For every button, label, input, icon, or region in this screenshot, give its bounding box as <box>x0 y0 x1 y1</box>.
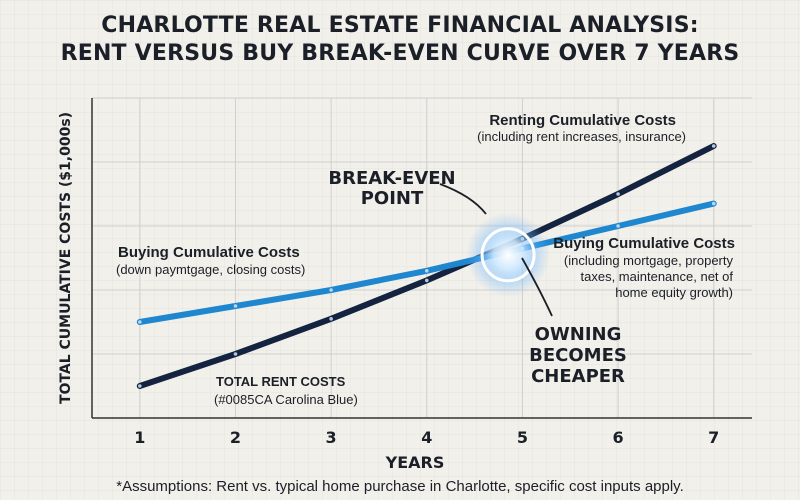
data-point <box>616 192 620 196</box>
data-point <box>424 269 429 273</box>
buying-right-sub1: (including mortgage, property <box>564 253 734 268</box>
break-even-title-2: POINT <box>361 188 424 209</box>
data-point <box>233 304 238 308</box>
axes <box>91 98 752 419</box>
total-rent-sub: (#0085CA Carolina Blue) <box>214 392 358 407</box>
owning-cheaper-3: CHEAPER <box>531 366 625 387</box>
renting-label: Renting Cumulative Costs <box>489 112 676 129</box>
data-point <box>424 278 429 283</box>
chart-title: CHARLOTTE REAL ESTATE FINANCIAL ANALYSIS… <box>0 12 800 68</box>
x-tick-label: 5 <box>517 428 528 447</box>
x-tick-label: 6 <box>613 428 624 447</box>
buying-right-sub3: home equity growth) <box>615 285 733 300</box>
x-tick-label: 4 <box>421 428 432 447</box>
buying-right-label: Buying Cumulative Costs <box>553 235 735 252</box>
assumptions-footnote: *Assumptions: Rent vs. typical home purc… <box>116 478 684 495</box>
break-even-glow <box>466 212 551 297</box>
title-line-2: RENT VERSUS BUY BREAK-EVEN CURVE OVER 7 … <box>60 41 740 66</box>
buying-right-sub2: taxes, maintenance, net of <box>581 269 734 284</box>
buying-left-label: Buying Cumulative Costs <box>118 244 300 261</box>
series-layer <box>136 143 717 389</box>
data-point <box>138 320 142 324</box>
x-tick-label: 7 <box>708 428 719 447</box>
data-point <box>233 352 238 356</box>
data-point <box>616 224 620 228</box>
x-tick-label: 3 <box>326 428 337 447</box>
break-even-marker <box>466 212 551 297</box>
x-tick-labels: 1 2 3 4 5 6 7 <box>134 428 719 447</box>
renting-sub: (including rent increases, insurance) <box>477 129 686 144</box>
owning-arrow <box>521 257 553 317</box>
owning-cheaper-2: BECOMES <box>529 345 627 366</box>
x-axis-label: YEARS <box>385 453 445 472</box>
x-tick-label: 1 <box>134 428 145 447</box>
break-even-title-1: BREAK-EVEN <box>328 168 455 189</box>
data-point <box>138 384 142 388</box>
annotations: Renting Cumulative Costs (including rent… <box>116 112 735 407</box>
buying-left-sub: (down paymtgage, closing costs) <box>116 262 305 277</box>
data-point <box>329 317 333 321</box>
owning-cheaper-1: OWNING <box>535 324 622 345</box>
data-point <box>711 144 716 148</box>
title-line-1: CHARLOTTE REAL ESTATE FINANCIAL ANALYSIS… <box>101 13 699 38</box>
data-point <box>329 288 333 292</box>
y-axis-label: TOTAL CUMULATIVE COSTS ($1,000s) <box>58 112 74 404</box>
break-even-ring <box>480 227 536 283</box>
data-point <box>711 201 716 206</box>
total-rent-label: TOTAL RENT COSTS <box>216 374 346 389</box>
x-tick-label: 2 <box>230 428 241 447</box>
break-even-arrow <box>439 183 487 215</box>
